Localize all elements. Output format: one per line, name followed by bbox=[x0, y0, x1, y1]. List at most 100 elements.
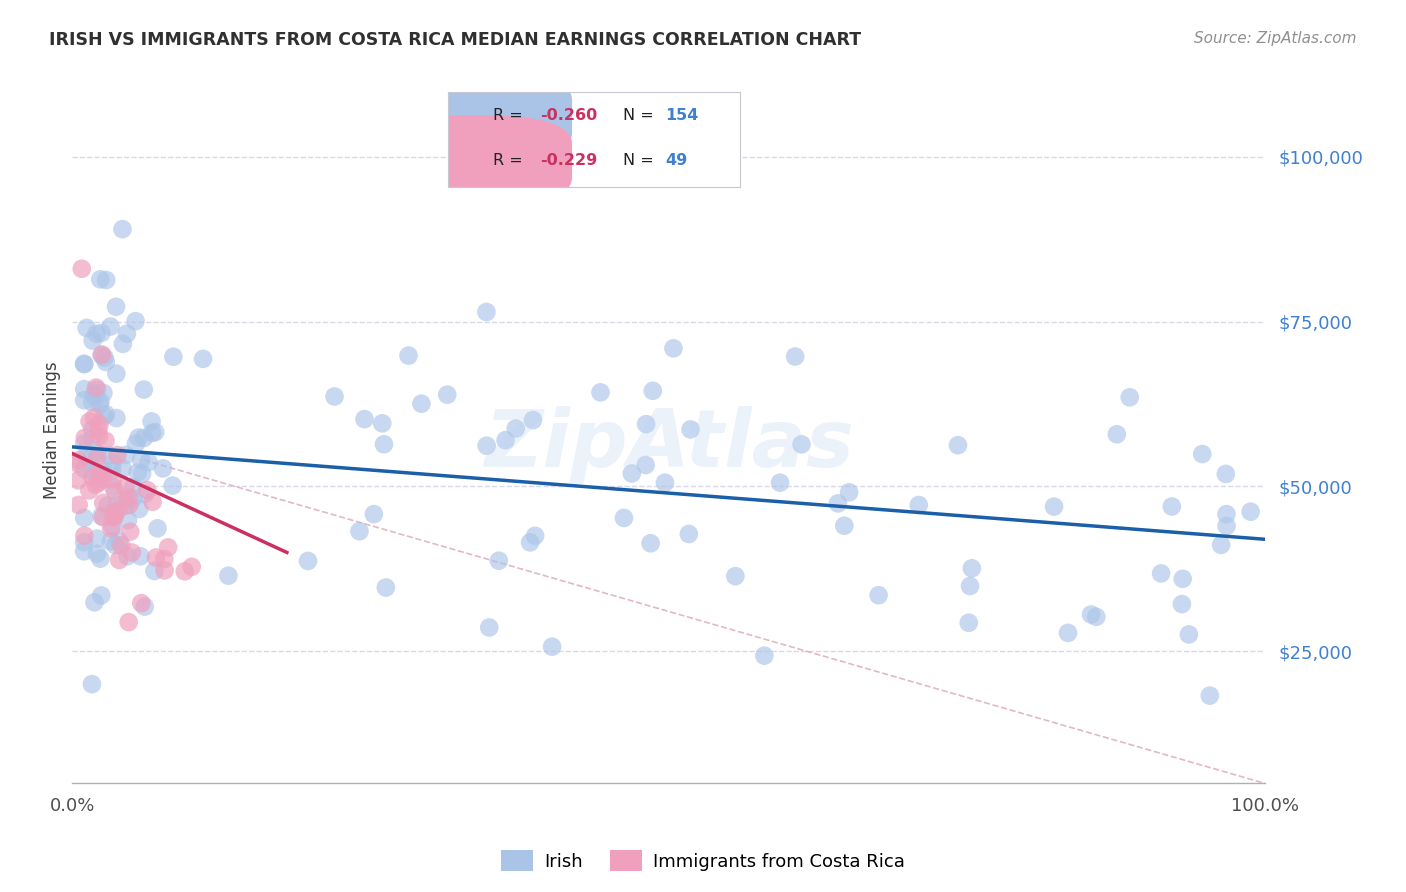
Point bbox=[101, 472, 124, 486]
Point bbox=[349, 524, 371, 539]
Point bbox=[97, 499, 120, 513]
Point bbox=[82, 334, 104, 348]
Point bbox=[613, 511, 636, 525]
Point bbox=[371, 417, 394, 431]
Point bbox=[1215, 519, 1237, 533]
Point bbox=[117, 549, 139, 564]
Point bbox=[90, 326, 112, 340]
Point bbox=[475, 305, 498, 319]
Text: IRISH VS IMMIGRANTS FROM COSTA RICA MEDIAN EARNINGS CORRELATION CHART: IRISH VS IMMIGRANTS FROM COSTA RICA MEDI… bbox=[49, 31, 862, 49]
Point bbox=[1057, 626, 1080, 640]
Point bbox=[374, 581, 396, 595]
Point bbox=[519, 535, 541, 549]
Point bbox=[960, 561, 983, 575]
Point bbox=[89, 395, 111, 409]
Point bbox=[90, 509, 112, 524]
Point bbox=[1160, 500, 1182, 514]
Point bbox=[495, 433, 517, 447]
Point bbox=[73, 528, 96, 542]
Point bbox=[111, 461, 134, 475]
Point bbox=[104, 509, 127, 524]
Point bbox=[136, 483, 159, 497]
Point bbox=[620, 467, 643, 481]
Point bbox=[91, 347, 114, 361]
Point bbox=[138, 455, 160, 469]
Point bbox=[114, 448, 136, 462]
Point bbox=[73, 393, 96, 408]
Point bbox=[105, 300, 128, 314]
Point bbox=[101, 520, 124, 534]
Point bbox=[790, 437, 813, 451]
Point bbox=[134, 487, 156, 501]
Point bbox=[117, 513, 139, 527]
Point bbox=[128, 502, 150, 516]
Point bbox=[93, 409, 115, 424]
Point bbox=[475, 439, 498, 453]
Point bbox=[111, 337, 134, 351]
Point bbox=[157, 541, 180, 555]
Point bbox=[93, 351, 115, 365]
Point bbox=[641, 384, 664, 398]
Point bbox=[76, 321, 98, 335]
Point bbox=[411, 397, 433, 411]
Point bbox=[86, 326, 108, 341]
Point bbox=[80, 677, 103, 691]
Point bbox=[505, 421, 527, 435]
Point bbox=[589, 385, 612, 400]
Point bbox=[1105, 427, 1128, 442]
Point bbox=[373, 437, 395, 451]
Point bbox=[105, 411, 128, 425]
Point bbox=[957, 615, 980, 630]
Point bbox=[654, 475, 676, 490]
Point bbox=[75, 450, 97, 464]
Point bbox=[67, 453, 90, 467]
Point bbox=[73, 382, 96, 396]
Point bbox=[73, 535, 96, 549]
Point bbox=[87, 424, 110, 438]
Point bbox=[94, 407, 117, 421]
Point bbox=[522, 413, 544, 427]
Point bbox=[89, 397, 111, 411]
Point bbox=[838, 485, 860, 500]
Point bbox=[89, 467, 111, 482]
Point bbox=[67, 498, 90, 512]
Point bbox=[67, 473, 90, 487]
Point bbox=[73, 436, 96, 450]
Point bbox=[89, 417, 111, 432]
Point bbox=[87, 429, 110, 443]
Point bbox=[105, 448, 128, 462]
Point bbox=[121, 545, 143, 559]
Point bbox=[145, 550, 167, 565]
Point bbox=[111, 222, 134, 236]
Point bbox=[141, 425, 163, 440]
Point bbox=[946, 438, 969, 452]
Point bbox=[125, 436, 148, 450]
Point bbox=[142, 494, 165, 508]
Point bbox=[91, 465, 114, 479]
Point bbox=[217, 568, 239, 582]
Point bbox=[114, 499, 136, 513]
Point bbox=[118, 615, 141, 629]
Point bbox=[83, 388, 105, 402]
Point bbox=[107, 502, 129, 516]
Point bbox=[363, 507, 385, 521]
Point bbox=[83, 410, 105, 425]
Point bbox=[132, 383, 155, 397]
Point bbox=[86, 547, 108, 561]
Point bbox=[100, 534, 122, 549]
Text: ZipAtlas: ZipAtlas bbox=[484, 406, 853, 483]
Point bbox=[96, 273, 118, 287]
Point bbox=[86, 447, 108, 461]
Point bbox=[1240, 505, 1263, 519]
Point bbox=[80, 469, 103, 483]
Point bbox=[89, 272, 111, 286]
Point bbox=[678, 527, 700, 541]
Point bbox=[120, 524, 142, 539]
Point bbox=[153, 552, 176, 566]
Point bbox=[959, 579, 981, 593]
Point bbox=[297, 554, 319, 568]
Point bbox=[80, 464, 103, 478]
Point bbox=[1150, 566, 1173, 581]
Point bbox=[101, 457, 124, 471]
Point bbox=[180, 559, 202, 574]
